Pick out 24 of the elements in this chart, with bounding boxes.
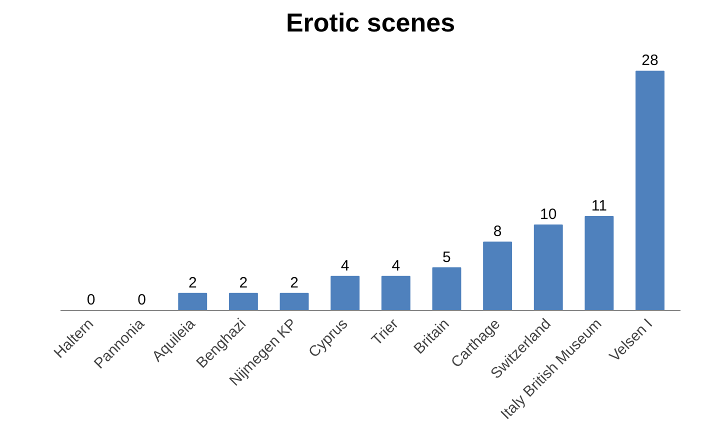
bar xyxy=(483,242,512,310)
bar xyxy=(534,224,563,310)
data-label: 0 xyxy=(86,292,96,308)
bar xyxy=(584,216,614,310)
bar xyxy=(381,276,410,310)
bar xyxy=(280,292,309,310)
data-label: 0 xyxy=(138,292,146,308)
bar xyxy=(178,292,208,310)
bar xyxy=(330,276,360,310)
bar xyxy=(432,267,462,310)
bar xyxy=(228,292,258,310)
bar xyxy=(636,70,664,310)
data-label: 4 xyxy=(392,257,400,274)
data-label: 2 xyxy=(239,274,248,292)
data-label: 4 xyxy=(340,257,350,274)
data-label: 28 xyxy=(642,52,658,70)
data-label: 8 xyxy=(493,223,502,240)
chart-title: Erotic scenes xyxy=(286,8,456,38)
data-label: 2 xyxy=(188,274,197,292)
data-label: 11 xyxy=(591,197,607,214)
x-tick-label: Trier xyxy=(368,315,402,349)
data-label: 2 xyxy=(290,274,298,292)
data-label: 5 xyxy=(442,248,451,266)
data-label: 10 xyxy=(540,206,557,224)
